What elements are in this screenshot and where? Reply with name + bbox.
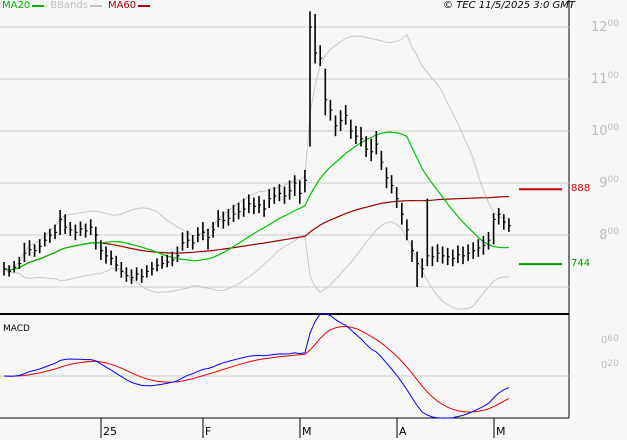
macd-tick-major: 0: [601, 360, 608, 371]
y-tick-minor: 00: [607, 71, 619, 81]
y-tick-minor: 00: [607, 175, 619, 185]
y-tick-label: 800: [599, 227, 619, 243]
macd-y-tick-label: 060: [601, 334, 619, 346]
y-tick-minor: 00: [607, 123, 619, 133]
macd-signal-line: [3, 325, 510, 413]
x-tick-label: F: [205, 425, 212, 438]
macd-tick-minor: 20: [607, 359, 619, 369]
legend-bbands-label: BBands: [50, 0, 88, 11]
legend-bbands-swatch: [89, 5, 102, 7]
y-tick-minor: 00: [607, 227, 619, 237]
chart-legend: MA20 BBands MA60: [2, 0, 151, 12]
macd-y-tick-label: 020: [601, 359, 619, 371]
y-tick-major: 10: [591, 124, 608, 139]
x-tick-label: A: [399, 425, 407, 438]
legend-ma60: MA60: [107, 0, 151, 12]
ma20-line: [3, 131, 509, 271]
x-tick-label: 25: [103, 425, 117, 438]
macd-tick-major: 0: [601, 335, 608, 346]
legend-ma20: MA20: [2, 0, 45, 12]
x-tick-label: M: [302, 425, 312, 438]
bband-upper: [3, 33, 509, 270]
y-tick-label: 900: [599, 175, 619, 191]
y-tick-label: 1200: [591, 19, 619, 35]
x-tick-label: M: [496, 425, 506, 438]
y-tick-label: 1100: [591, 71, 619, 87]
y-tick-major: 12: [591, 20, 608, 35]
copyright-text: © TEC 11/5/2025 3:0 GMT: [443, 0, 575, 11]
y-tick-label: 1000: [591, 123, 619, 139]
level-label: 744: [571, 258, 591, 270]
legend-ma20-label: MA20: [2, 0, 31, 11]
legend-ma60-swatch: [138, 5, 151, 7]
y-tick-major: 8: [599, 228, 608, 243]
legend-ma20-swatch: [32, 5, 45, 7]
macd-line: [3, 313, 510, 419]
macd-tick-minor: 60: [607, 334, 619, 344]
y-tick-major: 11: [591, 72, 608, 87]
macd-label: MACD: [3, 324, 30, 334]
legend-ma60-label: MA60: [107, 0, 137, 11]
level-label: 888: [571, 183, 591, 195]
legend-bbands: BBands: [50, 0, 102, 12]
y-tick-minor: 00: [607, 19, 619, 29]
bband-lower: [3, 221, 509, 310]
y-tick-major: 9: [599, 176, 608, 191]
